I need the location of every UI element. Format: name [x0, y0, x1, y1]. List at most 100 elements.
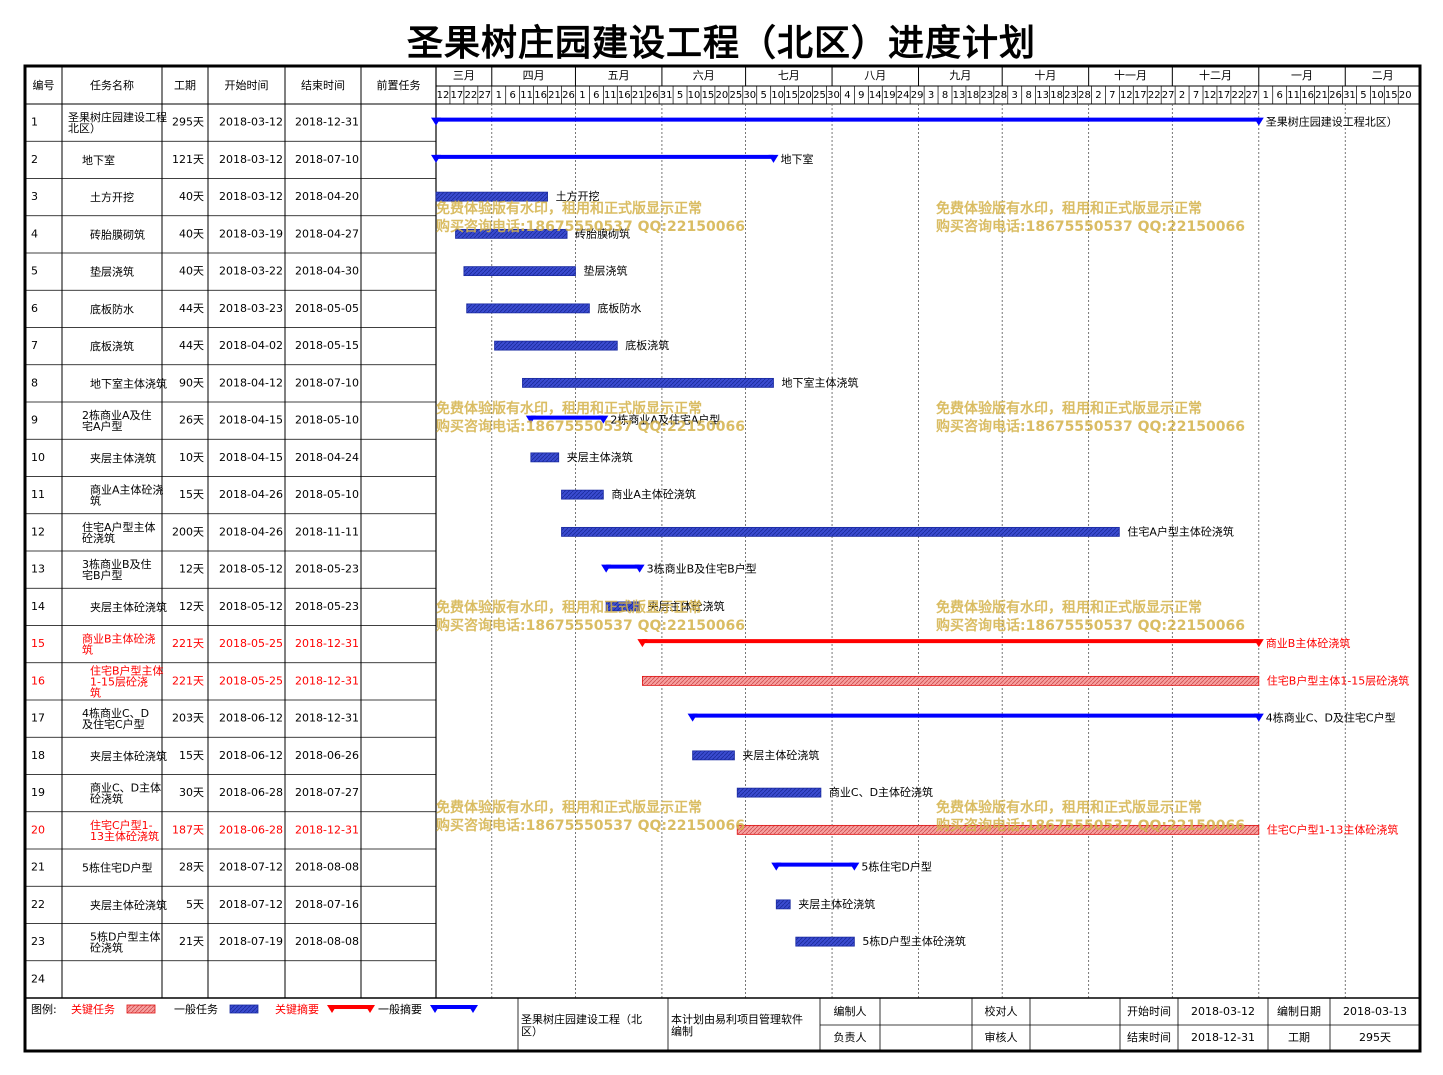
day-tick-label: 2: [1179, 90, 1185, 101]
task-duration: 295天: [172, 116, 204, 129]
month-label-11: 二月: [1372, 69, 1394, 82]
day-tick-label: 1: [496, 90, 502, 101]
task-name: 商业A主体砼浇筑: [90, 483, 164, 508]
month-label-7: 十月: [1034, 68, 1056, 82]
task-start: 2018-03-22: [219, 265, 283, 278]
day-tick-label: 20: [1399, 90, 1412, 101]
task-bar-16: [641, 675, 1260, 686]
day-tick-label: 23: [1064, 90, 1077, 101]
task-id: 24: [31, 972, 45, 985]
summary-start-marker: [771, 862, 782, 871]
task-id: 3: [31, 190, 38, 203]
bar-label-9: 2栋商业A及住宅A户型: [610, 413, 720, 427]
day-tick-label: 3: [1012, 90, 1018, 101]
task-id: 20: [31, 823, 45, 836]
task-start: 2018-04-26: [219, 525, 283, 538]
day-tick-label: 5: [677, 90, 683, 101]
day-tick-label: 30: [743, 90, 756, 101]
task-name: 圣果树庄园建设工程北区）: [68, 110, 167, 135]
task-start: 2018-04-26: [219, 488, 283, 501]
task-bar-12: [561, 526, 1120, 537]
task-duration: 21天: [179, 935, 204, 948]
bar-label-19: 商业C、D主体砼浇筑: [829, 785, 933, 799]
watermark-line2: 购买咨询电话:18675550537 QQ:22150066: [436, 218, 745, 235]
watermark-line1: 免费体验版有水印，租用和正式版显示正常: [436, 599, 702, 616]
summary-bar-15: [642, 639, 1259, 644]
task-id: 18: [31, 749, 45, 762]
task-duration: 15天: [179, 488, 204, 501]
task-duration: 30天: [179, 786, 204, 799]
task-name: 夹层主体砼浇筑: [90, 600, 167, 614]
task-name: 5栋住宅D户型: [82, 861, 152, 875]
watermark-line2: 购买咨询电话:18675550537 QQ:22150066: [436, 817, 745, 834]
day-tick-label: 3: [928, 90, 934, 101]
task-start: 2018-06-12: [219, 712, 283, 725]
page-title: 圣果树庄园建设工程（北区）进度计划: [406, 22, 1036, 64]
task-start: 2018-04-15: [219, 451, 283, 464]
task-end: 2018-12-31: [295, 712, 359, 725]
day-tick-label: 17: [1134, 90, 1147, 101]
day-tick-label: 13: [953, 90, 966, 101]
column-header-4: 结束时间: [301, 79, 345, 92]
task-bar-19: [736, 787, 822, 798]
task-start: 2018-07-12: [219, 861, 283, 874]
day-tick-label: 24: [897, 90, 910, 101]
task-duration: 5天: [186, 898, 204, 911]
bar-label-13: 3栋商业B及住宅B户型: [647, 562, 757, 576]
month-label-3: 六月: [693, 69, 715, 82]
day-tick-label: 28: [1078, 90, 1091, 101]
footer-owner-label: 负责人: [834, 1030, 867, 1044]
task-name: 4栋商业C、D 及住宅C户型: [82, 706, 149, 731]
day-tick-label: 6: [510, 90, 516, 101]
month-label-4: 七月: [778, 69, 800, 82]
task-duration: 10天: [179, 451, 204, 464]
footer-end-label: 结束时间: [1127, 1031, 1171, 1044]
day-tick-label: 27: [478, 90, 491, 101]
day-tick-label: 12: [1120, 90, 1133, 101]
task-name: 住宅C户型1-13主体砼浇筑: [90, 818, 159, 843]
task-start: 2018-03-19: [219, 227, 283, 240]
task-bar-7: [494, 340, 618, 351]
day-tick-label: 28: [994, 90, 1007, 101]
legend-swatch-marker: [430, 1005, 440, 1013]
task-id: 23: [31, 935, 45, 948]
task-end: 2018-07-27: [295, 786, 359, 799]
task-id: 4: [31, 227, 38, 240]
day-tick-label: 25: [813, 90, 826, 101]
summary-bar-17: [692, 713, 1259, 718]
task-name: 夹层主体砼浇筑: [90, 749, 167, 763]
bar-label-12: 住宅A户型主体砼浇筑: [1127, 524, 1234, 538]
watermark-line2: 购买咨询电话:18675550537 QQ:22150066: [936, 218, 1245, 235]
summary-bar-21: [776, 862, 855, 867]
day-tick-label: 29: [911, 90, 924, 101]
bar-label-15: 商业B主体砼浇筑: [1266, 636, 1351, 650]
bar-label-1: 圣果树庄园建设工程北区）: [1266, 115, 1398, 129]
summary-bar-9: [530, 415, 604, 420]
task-id: 2: [31, 153, 38, 166]
summary-start-marker: [431, 154, 441, 163]
task-duration: 28天: [179, 861, 204, 874]
legend-swatch-marker: [365, 1005, 375, 1013]
watermark-line1: 免费体验版有水印，租用和正式版显示正常: [936, 799, 1202, 816]
day-tick-label: 26: [646, 90, 659, 101]
watermark-line2: 购买咨询电话:18675550537 QQ:22150066: [436, 418, 745, 435]
day-tick-label: 9: [858, 90, 864, 101]
task-end: 2018-12-31: [295, 823, 359, 836]
summary-bar-2: [436, 154, 774, 159]
day-tick-label: 22: [464, 90, 477, 101]
task-id: 1: [31, 116, 38, 129]
month-label-2: 五月: [608, 69, 630, 82]
legend-swatch-2: [331, 1005, 371, 1009]
task-name: 夹层主体砼浇筑: [90, 898, 167, 912]
day-tick-label: 21: [548, 90, 561, 101]
task-duration: 40天: [179, 190, 204, 203]
task-start: 2018-05-12: [219, 563, 283, 576]
legend-swatch-3: [434, 1005, 474, 1009]
day-tick-label: 30: [827, 90, 840, 101]
day-tick-label: 10: [1371, 90, 1384, 101]
day-tick-label: 6: [593, 90, 599, 101]
